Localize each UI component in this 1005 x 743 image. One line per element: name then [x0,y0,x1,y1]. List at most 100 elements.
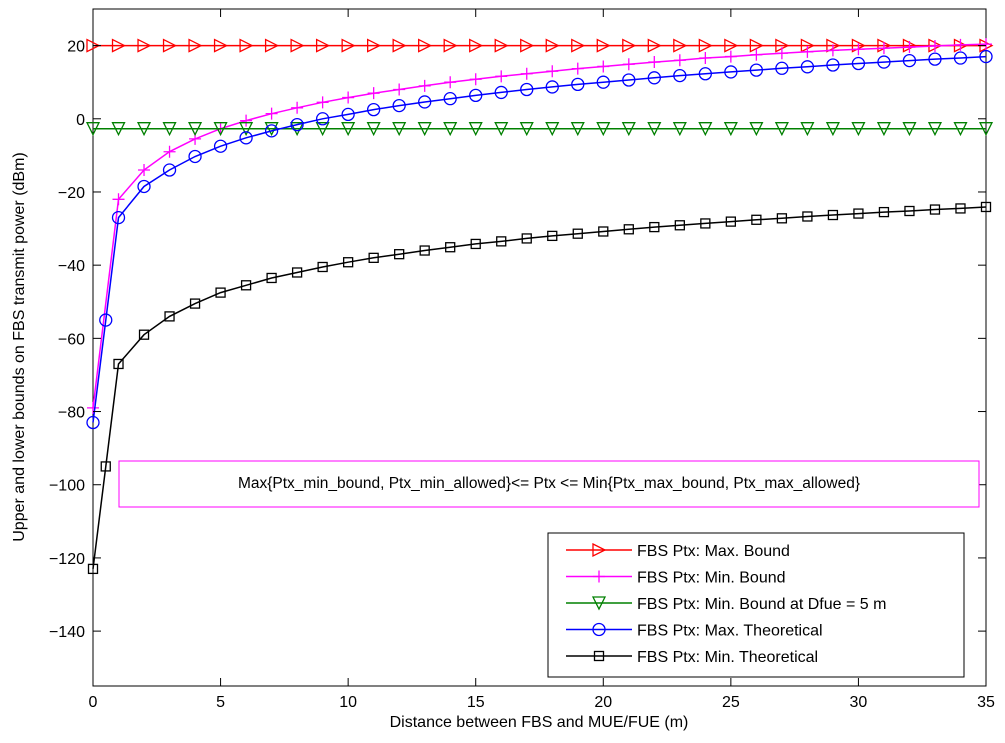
data-point [138,329,150,340]
data-point [444,76,457,89]
data-point [213,122,228,137]
data-point [213,139,228,153]
data-point [598,226,609,237]
data-point [264,38,280,53]
data-point [137,38,152,53]
legend-label: FBS Ptx: Min. Bound at Dfue = 5 m [637,596,886,613]
data-point [749,38,764,53]
data-point [597,60,610,73]
data-point [392,98,406,113]
data-point [215,287,226,298]
data-point [316,96,329,109]
data-point [980,201,992,213]
data-point [367,38,382,53]
data-point [547,230,558,242]
data-point [825,122,840,137]
data-point [188,149,202,164]
data-point [852,43,865,56]
data-point [801,45,814,58]
data-point [928,52,942,66]
data-point [265,107,278,120]
data-point [394,249,405,260]
data-point [673,68,687,83]
data-point [929,204,941,215]
data-point [239,122,254,137]
data-point [469,38,484,53]
series-line [92,55,987,423]
data-point [851,122,866,137]
data-point [213,38,229,53]
data-point [291,101,304,114]
data-point [85,122,101,137]
annotation-border [118,460,980,508]
data-point [571,62,584,75]
legend-marker [593,570,605,583]
x-tick-label: 10 [339,694,357,711]
data-point [519,122,534,137]
data-point [649,221,660,233]
legend-marker [592,542,607,558]
data-point [189,298,201,309]
y-tick-label: −80 [58,405,85,422]
data-point [596,122,611,137]
data-point [469,73,482,86]
data-point [445,242,456,253]
data-point [622,58,635,71]
legend-entry: FBS Ptx: Min. Bound [566,570,786,587]
data-point [647,71,661,85]
data-point [137,179,151,194]
data-point [393,83,406,96]
data-point [877,55,891,69]
data-point [188,38,203,53]
data-point [877,42,890,55]
series-line [92,206,987,569]
x-axis-ticks: 0 5 10 15 20 25 30 35 [89,9,995,711]
data-point [495,70,508,83]
data-point [596,75,610,89]
data-point [775,61,789,75]
x-tick-label: 35 [977,694,995,711]
data-point [902,53,917,68]
data-point [240,280,252,291]
data-point [955,203,966,214]
data-point [776,213,788,224]
data-point [342,91,355,104]
data-point [723,122,738,137]
y-tick-label: −120 [49,551,85,568]
data-point [698,67,712,81]
data-point [903,41,916,54]
data-point [673,54,686,67]
x-tick-label: 30 [850,694,868,711]
data-point [520,82,534,97]
data-point [100,461,111,472]
data-point [774,122,789,137]
data-point [851,56,866,71]
x-tick-label: 0 [89,694,98,711]
legend-marker [591,596,607,611]
data-point [164,311,175,322]
data-point [953,122,968,137]
data-point [392,122,407,137]
legend-label: FBS Ptx: Max. Bound [637,543,790,560]
data-point [469,88,483,103]
legend-entry: FBS Ptx: Min. Theoretical [566,649,818,666]
data-point [417,122,432,137]
data-point [443,122,458,137]
data-point [545,38,560,53]
data-point [86,415,100,430]
series-5 [87,201,992,575]
data-point [980,38,992,51]
data-point [698,122,713,137]
data-point [162,38,177,53]
data-point [290,38,305,53]
data-point [367,87,380,100]
data-point [878,206,890,218]
y-tick-label: −60 [58,331,85,348]
data-point [112,193,125,206]
x-axis-label: Distance between FBS and MUE/FUE (m) [390,714,689,731]
data-point [468,122,483,137]
data-point [904,205,915,217]
data-point [418,38,433,53]
data-point [724,50,737,63]
